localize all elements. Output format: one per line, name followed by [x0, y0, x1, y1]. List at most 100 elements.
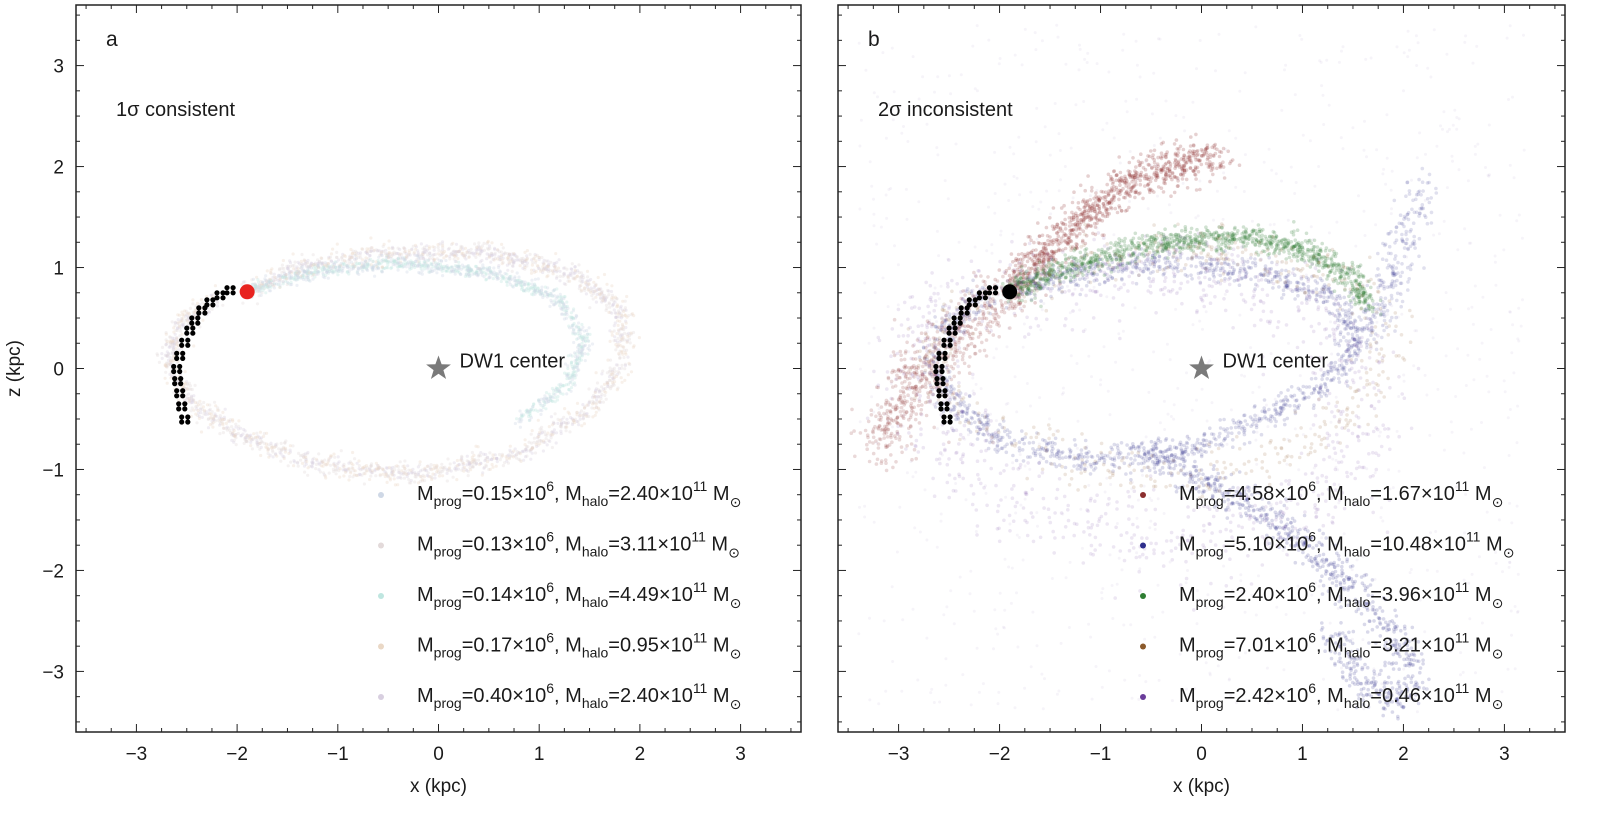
particle-2: [973, 351, 977, 356]
particle-2: [368, 253, 372, 257]
particle-2: [546, 259, 550, 263]
particle-1: [1058, 226, 1063, 230]
particle-1: [289, 460, 293, 464]
particle-2: [222, 426, 226, 430]
particle-2: [545, 443, 549, 447]
particle-1: [473, 458, 477, 462]
particle-2: [336, 461, 340, 465]
particle-2: [610, 311, 614, 315]
particle-1: [1032, 240, 1036, 245]
particle-5: [576, 345, 580, 349]
particle-1: [600, 392, 604, 396]
particle-1: [538, 438, 542, 442]
particle-5: [471, 272, 475, 276]
particle-5: [423, 258, 428, 262]
particle-2: [269, 441, 273, 445]
particle-2: [967, 371, 972, 376]
particle-2: [893, 369, 897, 374]
particle-1: [518, 458, 522, 462]
particle-1: [1218, 161, 1222, 166]
particle-4: [199, 298, 203, 302]
particle-5: [399, 261, 403, 266]
particle-3: [500, 276, 504, 281]
particle-2: [577, 414, 582, 418]
particle-1: [587, 287, 591, 291]
particle-2: [398, 247, 402, 251]
particle-1: [267, 277, 271, 281]
particle-5: [574, 325, 578, 329]
particle-1: [401, 472, 405, 476]
particle-2: [597, 389, 602, 393]
particle-1: [1176, 154, 1180, 158]
observed-track-point: [182, 406, 188, 412]
particle-2: [242, 427, 246, 432]
particle-1: [621, 327, 625, 331]
particle-5: [354, 256, 358, 261]
particle-1: [332, 469, 336, 474]
particle-1: [623, 367, 627, 371]
particle-4: [201, 405, 205, 409]
particle-1: [515, 453, 519, 457]
particle-1: [628, 341, 632, 345]
particle-1: [615, 297, 619, 301]
particle-4: [629, 331, 633, 335]
particle-5: [278, 283, 282, 287]
particle-4: [437, 474, 442, 478]
particle-1: [438, 469, 442, 473]
particle-2: [413, 253, 417, 257]
particle-5: [402, 265, 406, 269]
particle-4: [617, 328, 621, 332]
particle-2: [446, 247, 450, 251]
particle-2: [552, 428, 557, 432]
particle-2: [422, 247, 427, 252]
particle-2: [962, 361, 967, 366]
particle-4: [511, 455, 516, 459]
particle-1: [451, 253, 455, 257]
particle-1: [421, 473, 425, 477]
particle-1: [170, 320, 174, 324]
particle-1: [475, 245, 479, 249]
particle-2: [975, 284, 979, 289]
particle-3: [383, 266, 387, 270]
particle-4: [602, 296, 606, 300]
particle-1: [544, 259, 548, 263]
particle-1: [435, 257, 439, 261]
particle-1: [1092, 206, 1097, 211]
particle-1: [364, 469, 368, 473]
particle-1: [1103, 214, 1108, 219]
particle-1: [200, 407, 204, 411]
particle-5: [322, 267, 327, 272]
particle-5: [409, 261, 413, 265]
particle-2: [449, 469, 453, 473]
particle-2: [416, 253, 420, 257]
particle-2: [888, 409, 893, 414]
particle-1: [605, 295, 609, 299]
particle-2: [1021, 257, 1025, 262]
particle-1: [299, 458, 303, 462]
particle-2: [522, 458, 526, 462]
particle-1: [296, 460, 300, 464]
particle-2: [498, 258, 502, 262]
particle-1: [1219, 150, 1224, 154]
particle-2: [389, 466, 393, 470]
particle-4: [541, 439, 546, 443]
particle-2: [532, 268, 536, 272]
particle-1: [392, 250, 396, 254]
particle-1: [381, 249, 385, 253]
particle-2: [614, 315, 618, 319]
particle-1: [321, 261, 325, 265]
y-tick-label: 3: [53, 57, 64, 78]
particle-4: [580, 288, 584, 292]
particle-4: [593, 413, 597, 417]
particle-2: [995, 279, 1000, 283]
particle-1: [488, 451, 492, 455]
particle-2: [315, 459, 319, 463]
particle-1: [303, 470, 307, 474]
observed-track-point: [202, 310, 208, 316]
particle-5: [480, 273, 484, 277]
particle-1: [441, 468, 445, 472]
particle-2: [1001, 274, 1005, 279]
particle-1: [447, 246, 451, 250]
particle-2: [909, 401, 914, 406]
particle-1: [441, 242, 445, 246]
